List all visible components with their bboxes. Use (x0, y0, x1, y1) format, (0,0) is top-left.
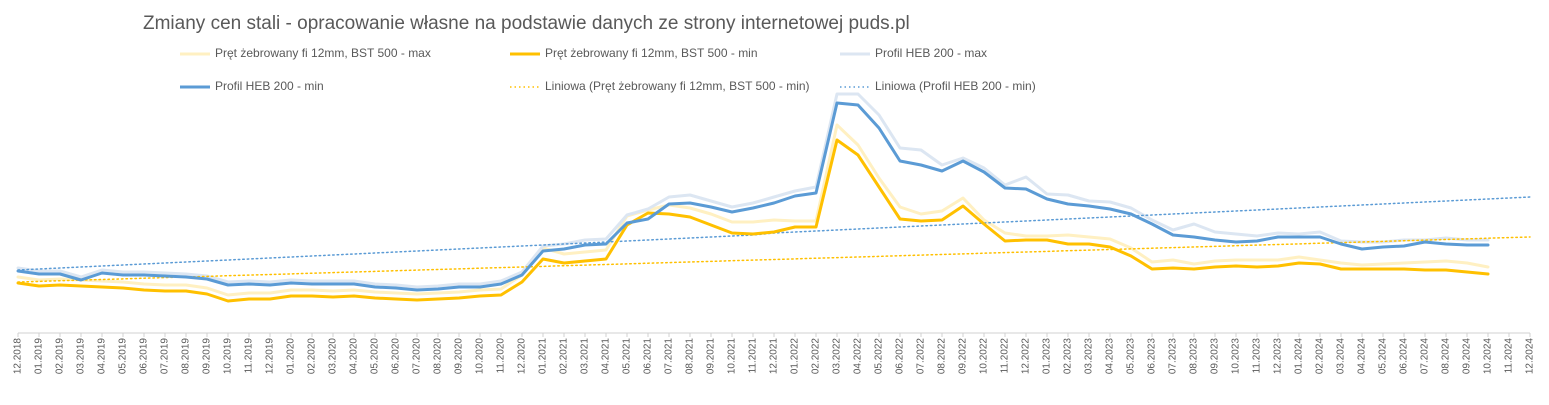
x-tick-label: 10.2024 (1483, 338, 1494, 375)
x-tick-label: 11.2022 (1000, 338, 1011, 374)
x-tick-label: 11.2023 (1252, 338, 1263, 374)
x-tick-label: 05.2019 (118, 338, 129, 375)
legend-label: Pręt żebrowany fi 12mm, BST 500 - max (215, 46, 431, 60)
x-tick-label: 02.2021 (559, 338, 570, 375)
legend-label: Profil HEB 200 - max (875, 46, 987, 60)
x-tick-label: 04.2023 (1105, 338, 1116, 375)
x-tick-label: 06.2023 (1147, 338, 1158, 375)
x-tick-label: 09.2019 (202, 338, 213, 375)
x-tick-label: 06.2019 (139, 338, 150, 375)
x-tick-label: 04.2024 (1357, 338, 1368, 375)
x-tick-label: 01.2020 (286, 338, 297, 375)
x-tick-label: 03.2022 (832, 338, 843, 375)
x-tick-label: 12.2020 (517, 338, 528, 375)
x-tick-label: 01.2019 (34, 338, 45, 375)
x-tick-label: 06.2022 (895, 338, 906, 375)
x-tick-label: 02.2019 (55, 338, 66, 375)
legend-label: Liniowa (Profil HEB 200 - min) (875, 79, 1036, 93)
x-tick-label: 04.2021 (601, 338, 612, 375)
x-tick-label: 02.2024 (1315, 338, 1326, 375)
x-tick-label: 11.2021 (748, 338, 759, 374)
x-tick-label: 08.2020 (433, 338, 444, 375)
x-tick-label: 11.2020 (496, 338, 507, 374)
x-tick-label: 05.2021 (622, 338, 633, 375)
x-tick-label: 05.2023 (1126, 338, 1137, 375)
x-tick-label: 07.2022 (916, 338, 927, 375)
x-tick-label: 01.2024 (1294, 338, 1305, 375)
legend-label: Pręt żebrowany fi 12mm, BST 500 - min (545, 46, 758, 60)
x-tick-label: 12.2023 (1273, 338, 1284, 375)
x-tick-label: 01.2022 (790, 338, 801, 375)
x-tick-label: 12.2019 (265, 338, 276, 375)
x-tick-label: 08.2019 (181, 338, 192, 375)
trend-line (17, 236, 1531, 283)
x-tick-label: 07.2023 (1168, 338, 1179, 375)
x-tick-label: 07.2020 (412, 338, 423, 375)
x-tick-label: 01.2021 (538, 338, 549, 375)
x-tick-label: 10.2019 (223, 338, 234, 375)
series-line (16, 92, 1490, 289)
x-tick-label: 10.2020 (475, 338, 486, 375)
x-tick-label: 05.2020 (370, 338, 381, 375)
x-tick-label: 11.2019 (244, 338, 255, 374)
x-tick-label: 02.2022 (811, 338, 822, 375)
x-tick-label: 03.2021 (580, 338, 591, 375)
x-tick-label: 07.2019 (160, 338, 171, 375)
x-tick-label: 04.2020 (349, 338, 360, 375)
x-tick-label: 04.2019 (97, 338, 108, 375)
series-line (16, 123, 1490, 297)
x-tick-label: 09.2022 (958, 338, 969, 375)
x-tick-label: 03.2019 (76, 338, 87, 375)
chart-title: Zmiany cen stali - opracowanie własne na… (143, 13, 910, 34)
legend-label: Liniowa (Pręt żebrowany fi 12mm, BST 500… (545, 79, 810, 93)
x-tick-label: 05.2024 (1378, 338, 1389, 375)
x-tick-label: 12.2018 (13, 338, 24, 375)
x-tick-label: 11.2024 (1504, 338, 1515, 374)
x-tick-label: 09.2023 (1210, 338, 1221, 375)
x-tick-label: 03.2023 (1084, 338, 1095, 375)
x-tick-label: 12.2024 (1525, 338, 1536, 375)
x-tick-label: 03.2020 (328, 338, 339, 375)
x-tick-label: 05.2022 (874, 338, 885, 375)
x-tick-label: 02.2023 (1063, 338, 1074, 375)
x-tick-label: 03.2024 (1336, 338, 1347, 375)
x-tick-label: 08.2023 (1189, 338, 1200, 375)
x-tick-label: 12.2022 (1021, 338, 1032, 375)
x-tick-label: 06.2021 (643, 338, 654, 375)
x-tick-label: 06.2020 (391, 338, 402, 375)
x-tick-label: 08.2024 (1441, 338, 1452, 375)
x-tick-label: 10.2023 (1231, 338, 1242, 375)
x-tick-label: 10.2021 (727, 338, 738, 375)
x-tick-label: 12.2021 (769, 338, 780, 375)
x-tick-label: 08.2022 (937, 338, 948, 375)
x-tick-label: 08.2021 (685, 338, 696, 375)
x-tick-label: 07.2021 (664, 338, 675, 375)
x-tick-label: 09.2020 (454, 338, 465, 375)
x-tick-label: 07.2024 (1420, 338, 1431, 375)
x-tick-label: 06.2024 (1399, 338, 1410, 375)
x-tick-label: 01.2023 (1042, 338, 1053, 375)
x-tick-label: 04.2022 (853, 338, 864, 375)
legend-label: Profil HEB 200 - min (215, 79, 324, 93)
x-tick-label: 09.2024 (1462, 338, 1473, 375)
x-tick-label: 10.2022 (979, 338, 990, 375)
series-line (16, 138, 1490, 303)
series-line (16, 101, 1490, 292)
x-tick-label: 02.2020 (307, 338, 318, 375)
x-tick-label: 09.2021 (706, 338, 717, 375)
